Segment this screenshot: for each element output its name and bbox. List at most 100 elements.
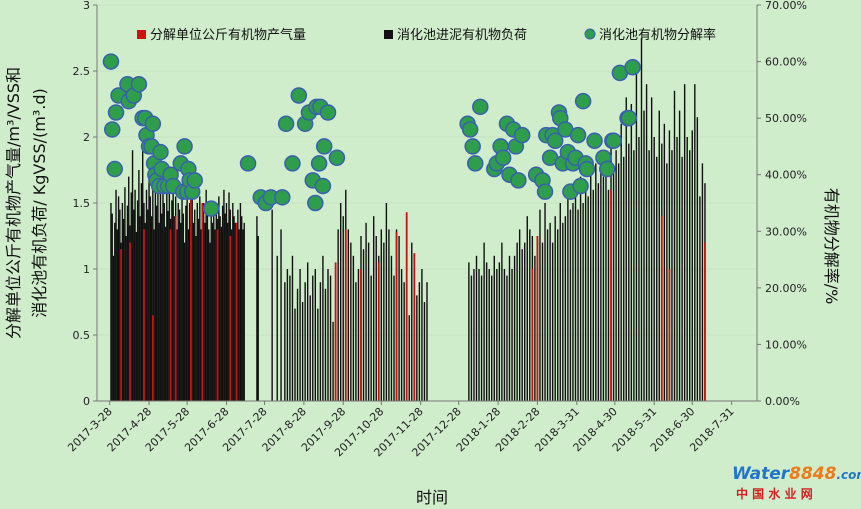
load-bar bbox=[694, 84, 696, 401]
load-bar bbox=[183, 242, 186, 401]
rate-point bbox=[620, 109, 638, 127]
load-bar bbox=[131, 150, 134, 401]
load-bar bbox=[192, 222, 195, 401]
load-bar bbox=[506, 275, 508, 401]
load-bar bbox=[200, 229, 202, 401]
load-bar bbox=[111, 213, 113, 401]
load-bar bbox=[352, 255, 355, 401]
load-bar bbox=[223, 189, 225, 401]
rate-point bbox=[536, 183, 554, 200]
load-bar bbox=[204, 222, 206, 401]
load-bar bbox=[574, 189, 577, 401]
load-bar bbox=[167, 210, 169, 401]
load-bar bbox=[620, 123, 622, 402]
load-bar bbox=[650, 97, 653, 402]
load-bar bbox=[577, 209, 579, 401]
load-bar bbox=[607, 189, 610, 401]
rate-point bbox=[152, 143, 169, 161]
y-right-tick-label: 30.00% bbox=[765, 225, 807, 238]
load-bar bbox=[294, 308, 296, 401]
load-bar bbox=[362, 249, 365, 401]
load-bar bbox=[152, 187, 154, 401]
load-bar bbox=[612, 170, 615, 401]
rate-point bbox=[513, 126, 531, 144]
load-bar bbox=[140, 183, 143, 401]
load-bar bbox=[485, 262, 488, 401]
load-bar bbox=[161, 213, 163, 401]
load-bar bbox=[342, 216, 344, 401]
legend-load-swatch bbox=[384, 30, 393, 39]
load-bar bbox=[615, 150, 617, 401]
load-bar bbox=[291, 255, 294, 401]
y-left-tick-label: 3 bbox=[83, 0, 90, 12]
rate-point bbox=[103, 121, 121, 138]
load-bar bbox=[663, 123, 666, 402]
load-bar bbox=[209, 242, 211, 401]
load-bar bbox=[186, 196, 188, 401]
load-bar bbox=[234, 222, 237, 401]
load-bar bbox=[243, 222, 245, 401]
load-bar bbox=[163, 203, 165, 401]
load-bar bbox=[206, 209, 209, 401]
gas-bar bbox=[377, 262, 380, 401]
load-bar bbox=[299, 269, 301, 401]
load-bar bbox=[503, 269, 506, 401]
load-bar bbox=[225, 203, 228, 401]
load-bar bbox=[158, 222, 160, 401]
load-bar bbox=[518, 229, 521, 401]
load-bar bbox=[478, 269, 480, 401]
load-bar bbox=[322, 255, 324, 401]
legend-gas-label: 分解单位公斤有机物产气量 bbox=[150, 27, 306, 43]
rate-point bbox=[106, 160, 124, 178]
load-bar bbox=[237, 209, 239, 401]
gas-bar bbox=[201, 203, 204, 401]
load-bar bbox=[176, 229, 178, 401]
rate-point bbox=[472, 98, 489, 116]
load-bar bbox=[380, 229, 383, 401]
rate-point bbox=[314, 177, 332, 195]
gas-bar bbox=[143, 229, 145, 401]
load-bar bbox=[385, 203, 388, 401]
load-bar bbox=[549, 222, 551, 401]
rate-point bbox=[202, 200, 220, 217]
load-bar bbox=[271, 209, 273, 401]
rate-point bbox=[494, 149, 512, 166]
load-bar bbox=[468, 262, 470, 401]
load-bar bbox=[426, 282, 428, 401]
load-bar bbox=[286, 269, 289, 401]
watermark-brand: Water8848.com bbox=[732, 464, 861, 484]
rate-point bbox=[586, 132, 603, 150]
load-bar bbox=[205, 189, 207, 401]
y-right-tick-label: 40.00% bbox=[765, 169, 807, 182]
load-bar bbox=[421, 269, 423, 401]
y-left-tick-label: 0.5 bbox=[73, 329, 91, 342]
load-bar bbox=[339, 203, 342, 401]
load-bar bbox=[529, 229, 531, 401]
rate-point bbox=[464, 138, 481, 155]
load-bar bbox=[196, 203, 198, 401]
load-bar bbox=[221, 205, 224, 401]
load-bar bbox=[600, 150, 602, 401]
gas-bar bbox=[360, 269, 362, 401]
right-ticks: 0.00% 10.00% 20.00% 30.00% 40.00% 50.00% 60.00… bbox=[757, 0, 807, 408]
load-bar bbox=[640, 38, 643, 401]
y-left-tick-label: 2 bbox=[83, 131, 90, 144]
load-bar bbox=[166, 193, 168, 401]
rate-point bbox=[274, 189, 291, 206]
rate-point bbox=[130, 75, 148, 93]
load-bar bbox=[178, 209, 181, 401]
load-bar bbox=[119, 209, 121, 401]
load-bar bbox=[648, 150, 650, 401]
load-bar bbox=[276, 255, 278, 401]
load-bar bbox=[133, 209, 135, 401]
load-bar bbox=[162, 179, 164, 401]
load-bar bbox=[327, 269, 329, 401]
watermark-brand-a: Water bbox=[732, 464, 791, 484]
load-bar bbox=[579, 176, 582, 401]
load-bar bbox=[112, 255, 115, 401]
load-bar bbox=[539, 209, 541, 401]
load-bar bbox=[128, 176, 130, 401]
load-bar bbox=[403, 282, 405, 401]
load-bar bbox=[296, 288, 299, 401]
load-bar bbox=[301, 302, 304, 401]
